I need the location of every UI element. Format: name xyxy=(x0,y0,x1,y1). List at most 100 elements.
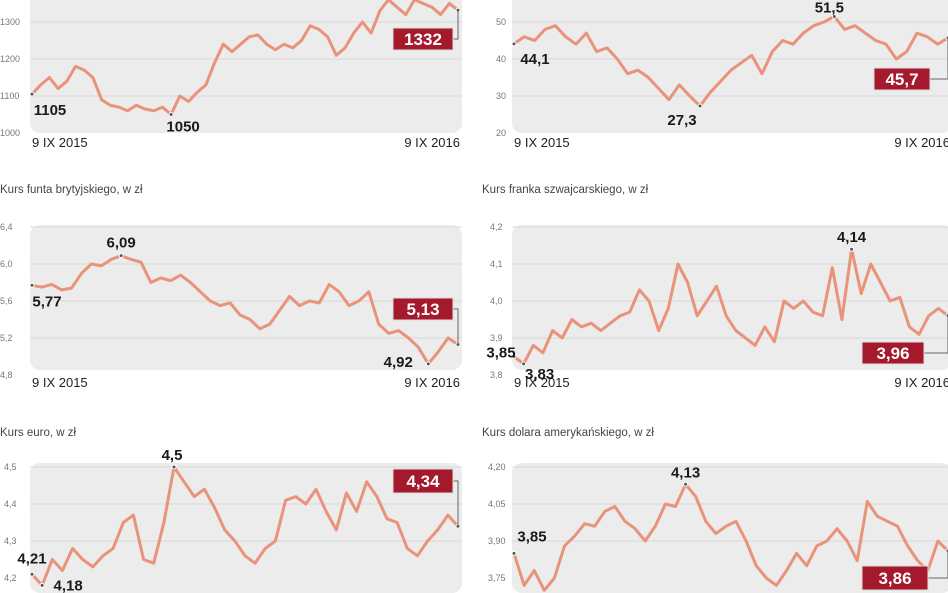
extreme-value-label: 3,85 xyxy=(486,345,515,362)
data-point-marker xyxy=(425,361,431,367)
data-point-marker xyxy=(831,13,837,19)
callout-connector xyxy=(453,308,459,345)
y-tick-label: 40 xyxy=(496,54,506,64)
extreme-value-label: 4,14 xyxy=(837,229,867,246)
y-tick-label: 50 xyxy=(496,17,506,27)
extreme-value-label: 3,85 xyxy=(517,528,546,545)
latest-value-box xyxy=(392,297,454,321)
x-end-label: 9 IX 2016 xyxy=(894,375,948,390)
y-tick-label: 4,8 xyxy=(0,370,13,380)
x-start-label: 9 IX 2015 xyxy=(32,375,88,390)
rate-line xyxy=(30,0,459,116)
y-tick-label: 4,20 xyxy=(488,462,506,472)
data-point-marker xyxy=(521,361,527,367)
chart-title: Kurs dolara amerykańskiego, w zł xyxy=(482,427,654,439)
extreme-value-label: 44,1 xyxy=(520,51,549,68)
latest-value-label: 3,86 xyxy=(878,569,911,588)
callout-connector xyxy=(928,550,948,579)
chart-panel xyxy=(30,0,462,133)
x-end-label: 9 IX 2016 xyxy=(404,375,460,390)
chart-panel xyxy=(30,463,462,593)
data-point-marker xyxy=(511,550,517,556)
latest-value-box xyxy=(392,27,454,51)
latest-value-box xyxy=(392,468,454,494)
callout-connector xyxy=(924,315,948,354)
y-tick-label: 4,05 xyxy=(488,499,506,509)
y-tick-label: 4,4 xyxy=(4,499,17,509)
data-point-marker xyxy=(29,282,35,288)
y-tick-label: 20 xyxy=(496,128,506,138)
y-tick-label: 3,9 xyxy=(490,333,503,343)
data-point-marker xyxy=(39,582,45,588)
y-tick-label: 5,2 xyxy=(0,333,13,343)
data-point-marker xyxy=(683,481,689,487)
rate-line xyxy=(30,465,460,587)
y-tick-label: 1000 xyxy=(0,128,20,138)
y-tick-label: 3,8 xyxy=(490,370,503,380)
extreme-value-label: 5,77 xyxy=(32,293,61,310)
extreme-value-label: 1050 xyxy=(166,119,199,136)
y-tick-label: 6,4 xyxy=(0,222,13,232)
x-start-label: 9 IX 2015 xyxy=(514,375,570,390)
rate-line xyxy=(31,254,459,366)
x-start-label: 9 IX 2015 xyxy=(514,135,570,150)
chart-panel xyxy=(512,225,948,370)
y-tick-label: 1200 xyxy=(0,54,20,64)
chart-title: Kurs funta brytyjskiego, w zł xyxy=(0,184,143,196)
y-tick-label: 3,90 xyxy=(488,536,506,546)
y-tick-label: 4,1 xyxy=(490,259,503,269)
latest-value-label: 5,13 xyxy=(406,300,439,319)
y-tick-label: 4,2 xyxy=(4,573,17,583)
chart-title: Kurs franka szwajcarskiego, w zł xyxy=(482,184,649,196)
chart-panel xyxy=(512,0,948,133)
y-tick-label: 4,3 xyxy=(4,536,17,546)
callout-connector xyxy=(453,480,459,527)
extreme-value-label: 4,5 xyxy=(162,447,183,464)
y-tick-label: 4,0 xyxy=(490,296,503,306)
latest-value-box xyxy=(873,67,931,91)
data-point-marker xyxy=(511,354,517,359)
latest-value-label: 1332 xyxy=(404,30,442,49)
latest-value-label: 3,96 xyxy=(876,344,909,363)
extreme-value-label: 6,09 xyxy=(107,235,136,252)
extreme-value-label: 51,5 xyxy=(815,0,844,16)
extreme-value-label: 4,21 xyxy=(17,550,46,567)
latest-value-box xyxy=(861,341,925,365)
extreme-value-label: 4,13 xyxy=(671,464,700,481)
x-start-label: 9 IX 2015 xyxy=(32,135,88,150)
data-point-marker xyxy=(511,41,517,47)
rate-line xyxy=(513,247,948,366)
x-end-label: 9 IX 2016 xyxy=(894,135,948,150)
data-point-marker xyxy=(697,103,703,109)
extreme-value-label: 3,83 xyxy=(525,366,554,383)
y-tick-label: 1100 xyxy=(0,91,19,101)
y-tick-label: 6,0 xyxy=(0,259,13,269)
data-point-marker xyxy=(849,246,855,252)
data-point-marker xyxy=(171,464,177,470)
callout-connector xyxy=(930,37,948,80)
y-tick-label: 4,2 xyxy=(490,222,503,232)
rate-line xyxy=(512,482,948,592)
data-point-marker xyxy=(118,253,124,259)
data-point-marker xyxy=(168,112,174,117)
chart-panel xyxy=(512,463,948,593)
extreme-value-label: 4,18 xyxy=(54,577,83,593)
data-point-marker xyxy=(29,571,35,577)
y-tick-label: 1300 xyxy=(0,17,20,27)
chart-title: Kurs euro, w zł xyxy=(0,427,76,439)
extreme-value-label: 1105 xyxy=(34,102,67,119)
y-tick-label: 4,5 xyxy=(4,462,17,472)
rate-line xyxy=(513,15,948,108)
extreme-value-label: 4,92 xyxy=(384,354,413,371)
latest-value-box xyxy=(861,565,929,591)
y-tick-label: 3,75 xyxy=(488,573,506,583)
callout-connector xyxy=(453,10,459,40)
data-point-marker xyxy=(29,91,35,97)
extreme-value-label: 27,3 xyxy=(667,112,696,129)
y-tick-label: 30 xyxy=(496,91,506,101)
y-tick-label: 5,6 xyxy=(0,296,13,306)
latest-value-label: 4,34 xyxy=(406,472,440,491)
latest-value-label: 45,7 xyxy=(885,70,918,89)
x-end-label: 9 IX 2016 xyxy=(404,135,460,150)
